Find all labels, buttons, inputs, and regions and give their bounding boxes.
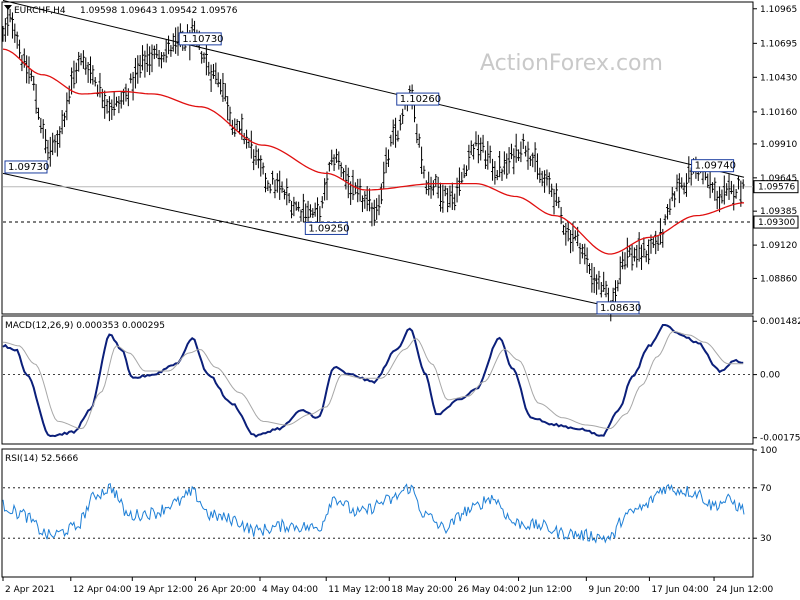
price-y-tick-label: 1.10430 (760, 73, 797, 83)
price-y-tick-label: 1.09120 (760, 241, 797, 251)
price-annotation-box (691, 159, 735, 173)
rsi-panel (1, 448, 754, 578)
price-annotation-label: 1.09740 (695, 161, 736, 172)
price-annotation-label: 1.10260 (400, 94, 441, 105)
macd-signal-line (2, 330, 744, 430)
time-tick-label: 12 Apr 04:00 (73, 585, 132, 595)
price-y-tick-label: 1.10695 (760, 39, 797, 49)
time-tick-label: 2 Apr 2021 (5, 585, 55, 595)
last-price-box (753, 180, 799, 194)
macd-y-tick-label: 0.001482 (760, 317, 800, 327)
time-tick-label: 17 Jun 04:00 (651, 585, 708, 595)
price-annotation-label: 1.10730 (182, 34, 223, 45)
dropdown-arrow-icon[interactable] (4, 5, 12, 10)
price-annotation-box (4, 160, 48, 174)
price-annotation-box (304, 221, 348, 235)
price-y-tick-label: 1.10965 (760, 5, 797, 15)
time-tick-label: 26 Apr 20:00 (197, 585, 256, 595)
price-annotation-label: 1.09250 (308, 223, 349, 234)
price-annotation-box (178, 32, 222, 46)
price-y-tick-label: 1.09645 (760, 174, 797, 184)
moving-average-line (2, 48, 745, 255)
time-tick-label: 4 May 04:00 (262, 585, 318, 595)
macd-label: MACD(12,26,9) 0.000353 0.000295 (5, 321, 165, 331)
symbol-label: EURCHF,H4 (14, 6, 66, 16)
macd-main-line (2, 324, 744, 438)
price-y-tick-label: 1.10160 (760, 108, 797, 118)
macd-y-tick-label: 0.00 (760, 371, 780, 381)
channel-trendline (2, 172, 634, 313)
price-annotation-label: 1.09730 (8, 162, 49, 173)
rsi-y-tick-label: 30 (760, 534, 772, 544)
price-annotation-box (396, 92, 440, 106)
price-y-tick-label: 1.08860 (760, 274, 797, 284)
time-tick-label: 19 Apr 12:00 (134, 585, 193, 595)
last-price-label: 1.09576 (758, 183, 795, 193)
rsi-label: RSI(14) 52.5666 (5, 454, 78, 464)
channel-trendline (2, 0, 745, 178)
time-tick-label: 26 May 04:00 (457, 585, 519, 595)
ohlc-values: 1.09598 1.09643 1.09542 1.09576 (80, 6, 238, 16)
price-y-tick-label: 1.09385 (760, 207, 797, 217)
level-price-label: 1.09300 (758, 218, 795, 228)
time-tick-label: 2 Jun 12:00 (521, 585, 573, 595)
price-annotation-label: 1.08630 (600, 303, 641, 314)
time-tick-label: 9 Jun 20:00 (588, 585, 640, 595)
rsi-y-tick-label: 100 (760, 446, 777, 456)
price-annotation-box (596, 301, 640, 315)
macd-y-tick-label: -0.001754 (760, 434, 800, 444)
rsi-y-tick-label: 70 (760, 484, 772, 494)
time-tick-label: 18 May 20:00 (391, 585, 453, 595)
time-tick-label: 11 May 12:00 (328, 585, 390, 595)
price-y-tick-label: 1.09910 (760, 140, 797, 150)
price-panel (1, 1, 754, 315)
watermark-text: ActionForex.com (480, 51, 663, 76)
rsi-line (2, 482, 745, 544)
level-price-box (753, 215, 799, 229)
time-tick-label: 24 Jun 12:00 (716, 585, 773, 595)
